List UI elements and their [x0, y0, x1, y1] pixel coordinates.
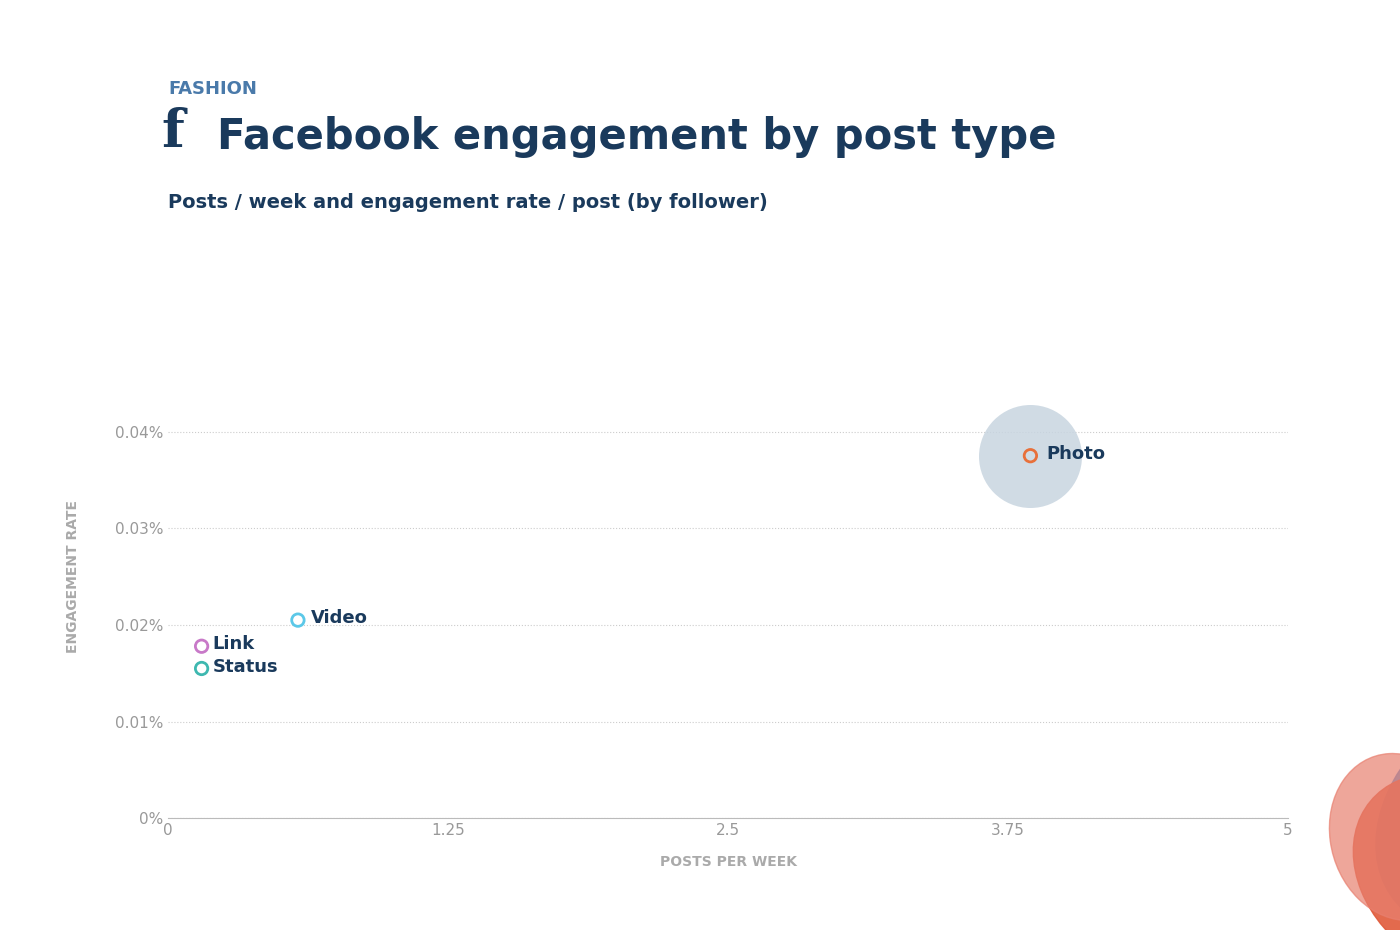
- Text: Video: Video: [311, 609, 368, 627]
- Text: Link: Link: [213, 635, 255, 653]
- Text: Posts / week and engagement rate / post (by follower): Posts / week and engagement rate / post …: [168, 193, 767, 212]
- Point: [1019, 448, 1042, 463]
- Point: [287, 613, 309, 628]
- Text: IQ: IQ: [1249, 884, 1278, 908]
- Text: Facebook engagement by post type: Facebook engagement by post type: [217, 116, 1057, 158]
- X-axis label: POSTS PER WEEK: POSTS PER WEEK: [659, 855, 797, 869]
- Point: [190, 639, 213, 654]
- Point: [190, 661, 213, 676]
- Text: FASHION: FASHION: [168, 80, 256, 98]
- Text: Status: Status: [213, 658, 279, 675]
- Point: [1019, 448, 1042, 463]
- Text: Photo: Photo: [1046, 445, 1105, 463]
- Text: f: f: [161, 107, 183, 158]
- Y-axis label: ENGAGEMENT RATE: ENGAGEMENT RATE: [66, 500, 80, 653]
- Text: Rival: Rival: [1240, 854, 1287, 871]
